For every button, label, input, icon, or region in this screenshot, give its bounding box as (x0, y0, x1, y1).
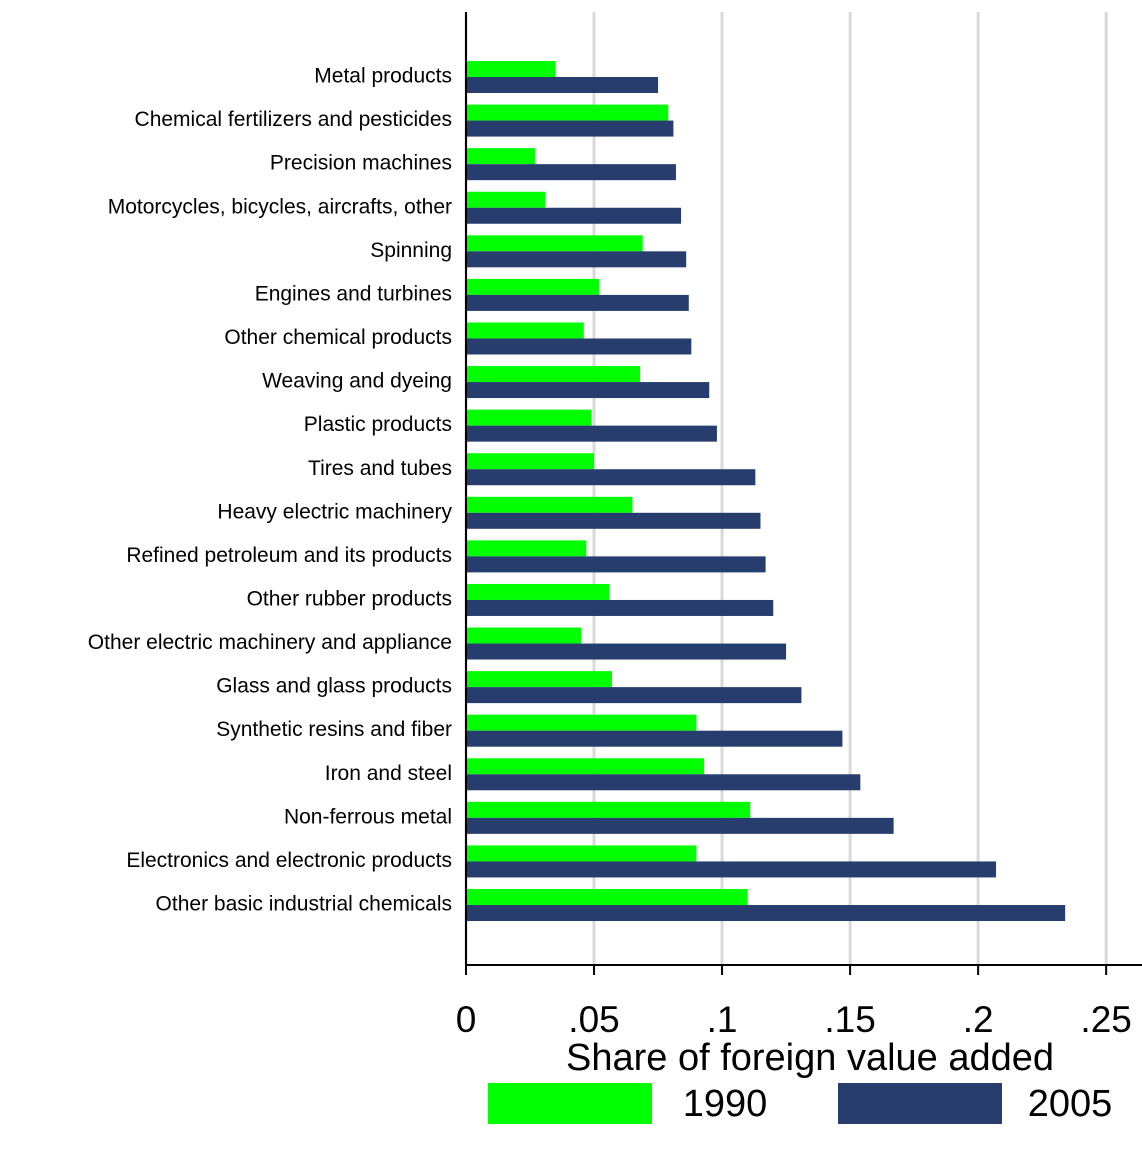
bar (466, 207, 682, 224)
category-label: Chemical fertilizers and pesticides (135, 108, 452, 131)
category-label: Electronics and electronic products (126, 849, 452, 872)
category-label: Tires and tubes (308, 457, 452, 480)
x-tick-label: .1 (707, 999, 738, 1040)
bar (466, 512, 761, 529)
bar (466, 643, 787, 660)
bar (466, 322, 584, 339)
category-label: Engines and turbines (255, 282, 452, 305)
category-label: Plastic products (304, 413, 452, 436)
category-label: Heavy electric machinery (217, 500, 452, 523)
category-label: Glass and glass products (216, 675, 452, 698)
bar (466, 453, 595, 470)
bar (466, 382, 710, 399)
bar (466, 774, 861, 791)
x-tick-label: .05 (568, 999, 619, 1040)
bar (466, 540, 587, 557)
bar (466, 366, 641, 383)
bar (466, 120, 674, 137)
bar (466, 889, 748, 906)
bar (466, 687, 802, 704)
category-label: Motorcycles, bicycles, aircrafts, other (108, 195, 452, 218)
bar (466, 235, 643, 252)
legend-label: 1990 (683, 1083, 768, 1125)
bar (466, 556, 766, 573)
legend-label: 2005 (1028, 1083, 1113, 1125)
category-label: Non-ferrous metal (284, 805, 452, 828)
category-label: Spinning (370, 239, 452, 262)
x-tick-label: .25 (1080, 999, 1131, 1040)
legend-swatch (838, 1083, 1002, 1124)
bar (466, 294, 689, 311)
bar (466, 104, 669, 121)
bar (466, 845, 697, 862)
bar (466, 278, 600, 295)
category-label: Metal products (314, 65, 452, 88)
bar (466, 671, 612, 688)
category-label: Refined petroleum and its products (126, 544, 452, 567)
bar (466, 338, 692, 355)
x-axis-title: Share of foreign value added (566, 1037, 1054, 1079)
bar (466, 409, 592, 426)
bar (466, 583, 610, 600)
bar (466, 905, 1066, 922)
bar (466, 801, 751, 818)
bar (466, 817, 894, 834)
x-tick-label: 0 (456, 999, 477, 1040)
bar (466, 148, 536, 165)
bar (466, 191, 546, 208)
category-label: Other rubber products (247, 588, 452, 611)
x-tick-label: .2 (963, 999, 994, 1040)
bar (466, 599, 774, 616)
legend-swatch (488, 1083, 652, 1124)
bar (466, 730, 843, 747)
category-label: Precision machines (270, 152, 452, 175)
category-label: Other electric machinery and appliance (88, 631, 452, 654)
bar (466, 496, 633, 513)
bar (466, 425, 717, 442)
bar (466, 627, 582, 644)
category-label: Other chemical products (224, 326, 452, 349)
category-label: Weaving and dyeing (262, 370, 452, 393)
bar (466, 469, 756, 486)
bar (466, 861, 997, 878)
category-label: Synthetic resins and fiber (216, 718, 452, 741)
bar (466, 164, 676, 181)
bar (466, 758, 705, 775)
x-tick-label: .15 (824, 999, 875, 1040)
bar (466, 61, 556, 77)
category-label: Iron and steel (325, 762, 452, 785)
bar (466, 251, 687, 268)
category-label: Other basic industrial chemicals (156, 893, 452, 916)
bar (466, 714, 697, 731)
bar (466, 77, 659, 93)
